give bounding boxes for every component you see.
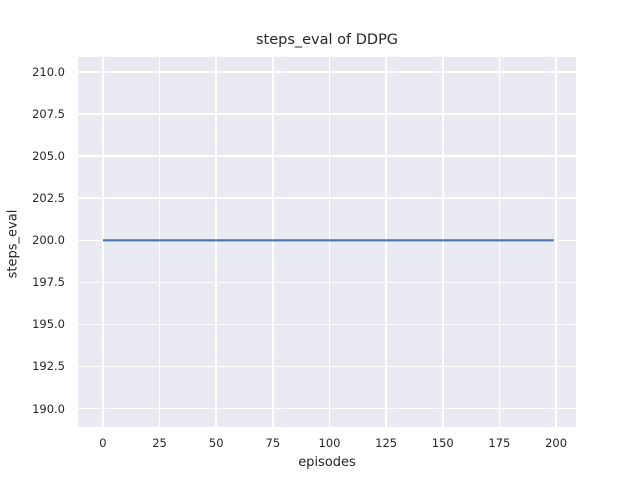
grid-line-vertical: [441, 57, 444, 427]
x-tick-label: 175: [488, 436, 511, 450]
grid-line-horizontal: [78, 197, 576, 200]
plot-area: [78, 57, 576, 427]
chart-title: steps_eval of DDPG: [255, 32, 399, 48]
y-tick-label: 197.5: [32, 275, 65, 290]
grid-line-vertical: [328, 57, 331, 427]
grid-line-horizontal: [78, 113, 576, 115]
y-tick-label: 200.0: [32, 233, 65, 248]
line-series-layer: [102, 239, 554, 242]
y-tick-label: 192.5: [32, 359, 65, 374]
grid-line-horizontal: [78, 281, 576, 284]
grid-line-vertical: [272, 57, 274, 427]
x-tick-label: 75: [265, 436, 281, 450]
grid-line-vertical: [158, 57, 161, 427]
y-tick-label: 195.0: [32, 317, 65, 332]
grid-line-horizontal: [78, 323, 576, 326]
grid-line-vertical: [385, 57, 387, 427]
y-tick-label: 210.0: [32, 65, 65, 80]
x-axis-label: episodes: [298, 455, 356, 470]
y-tick-label: 190.0: [32, 401, 65, 416]
x-tick-label: 150: [431, 436, 454, 450]
grid-line-vertical: [102, 57, 104, 427]
x-tick-label: 200: [545, 436, 568, 450]
x-tick-label: 100: [318, 436, 341, 450]
grid-line-horizontal: [78, 365, 576, 368]
grid-line-horizontal: [78, 71, 576, 73]
grid-line-vertical: [555, 57, 557, 427]
x-tick-label: 125: [375, 436, 398, 450]
y-tick-label: 205.0: [32, 149, 65, 164]
y-tick-label: 202.5: [32, 191, 65, 206]
x-tick-label: 0: [99, 436, 107, 450]
grid-line-vertical: [498, 57, 501, 427]
x-tick-label: 25: [152, 436, 167, 450]
y-tick-label: 207.5: [32, 107, 65, 122]
grid-line-horizontal: [78, 155, 576, 158]
x-tick-label: 50: [208, 436, 224, 450]
grid-line-vertical: [215, 57, 217, 427]
grid-line-horizontal: [78, 407, 576, 410]
